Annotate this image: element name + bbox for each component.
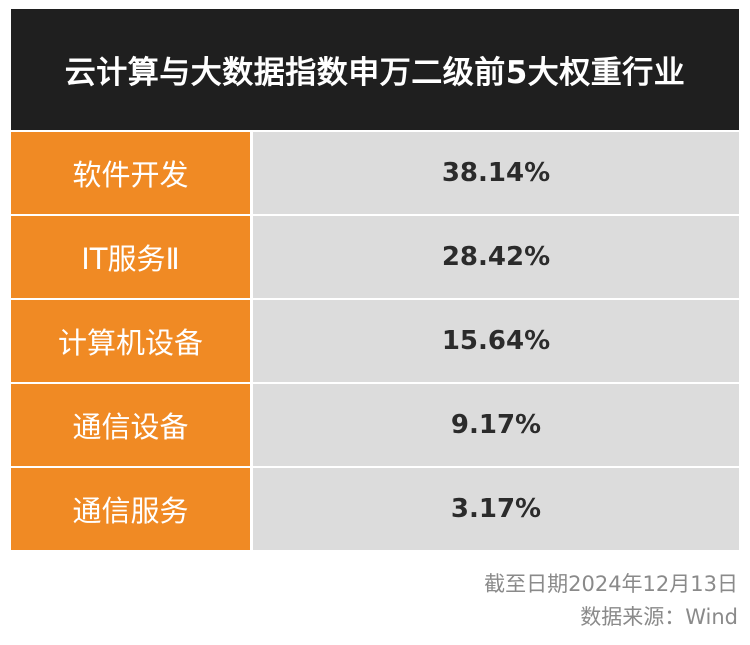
industry-name-cell: 软件开发 bbox=[11, 132, 250, 214]
weight-value-cell: 38.14% bbox=[253, 132, 739, 214]
weight-table: 软件开发 38.14% IT服务Ⅱ 28.42% 计算机设备 15.64% 通信设备 9.17… bbox=[11, 132, 739, 550]
industry-name-cell: 通信服务 bbox=[11, 468, 250, 550]
footer-source: 数据来源：Wind bbox=[580, 605, 738, 629]
title-bar: 云计算与大数据指数申万二级前5大权重行业 bbox=[11, 9, 739, 130]
weight-value-cell: 28.42% bbox=[253, 216, 739, 298]
table-row: 计算机设备 15.64% bbox=[11, 300, 739, 382]
table-row: 通信设备 9.17% bbox=[11, 384, 739, 466]
industry-name-cell: 计算机设备 bbox=[11, 300, 250, 382]
footer-date: 截至日期2024年12月13日 bbox=[484, 572, 738, 596]
chart-title: 云计算与大数据指数申万二级前5大权重行业 bbox=[64, 55, 686, 91]
table-row: 软件开发 38.14% bbox=[11, 132, 739, 214]
industry-name-cell: 通信设备 bbox=[11, 384, 250, 466]
table-row: 通信服务 3.17% bbox=[11, 468, 739, 550]
weight-value-cell: 9.17% bbox=[253, 384, 739, 466]
weight-value-cell: 3.17% bbox=[253, 468, 739, 550]
table-row: IT服务Ⅱ 28.42% bbox=[11, 216, 739, 298]
industry-name-cell: IT服务Ⅱ bbox=[11, 216, 250, 298]
weight-value-cell: 15.64% bbox=[253, 300, 739, 382]
